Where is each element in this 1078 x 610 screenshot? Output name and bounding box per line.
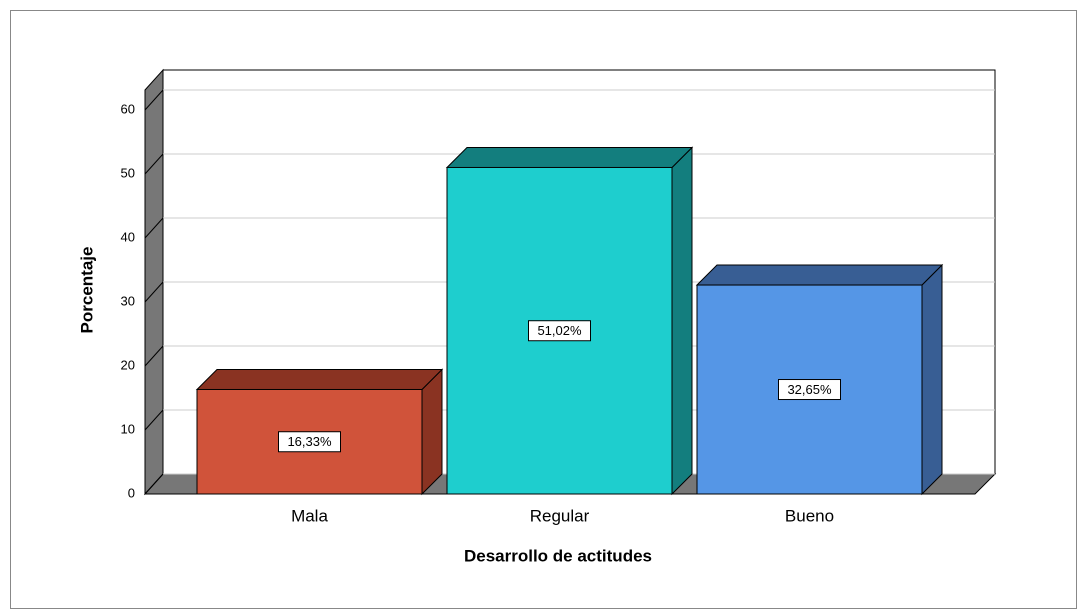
value-label: 32,65% — [787, 382, 832, 397]
left-wall — [144, 68, 164, 496]
value-label: 16,33% — [287, 434, 332, 449]
tick-mark — [144, 89, 164, 111]
tick-mark — [144, 473, 164, 495]
x-tick-label: Regular — [530, 506, 590, 525]
value-label-box — [528, 320, 591, 342]
y-tick-label: 10 — [121, 421, 135, 436]
tick-mark — [144, 281, 164, 303]
value-label-box — [778, 379, 841, 401]
bar-side — [671, 146, 693, 496]
bars: 16,33% 51,02% 32,65% — [195, 146, 944, 496]
y-tick-label: 40 — [121, 229, 135, 244]
y-axis-title: Porcentaje — [77, 247, 96, 334]
x-axis-title: Desarrollo de actitudes — [464, 546, 652, 565]
bar-top — [195, 368, 444, 390]
tick-mark — [144, 153, 164, 175]
y-tick-label: 20 — [121, 357, 135, 372]
tick-mark — [144, 409, 164, 431]
bar-top — [445, 146, 694, 168]
bar-side — [921, 263, 943, 496]
value-label-box — [278, 431, 341, 453]
y-tick-label: 60 — [121, 101, 135, 116]
tick-mark — [144, 345, 164, 367]
x-tick-label: Bueno — [785, 506, 834, 525]
y-tick-label: 30 — [121, 293, 135, 308]
y-tick-label: 0 — [128, 485, 135, 500]
value-label: 51,02% — [537, 323, 582, 338]
y-tick-label: 50 — [121, 165, 135, 180]
x-tick-label: Mala — [291, 506, 328, 525]
tick-mark — [144, 217, 164, 239]
bar-side — [421, 368, 443, 496]
bar-top — [695, 264, 944, 286]
